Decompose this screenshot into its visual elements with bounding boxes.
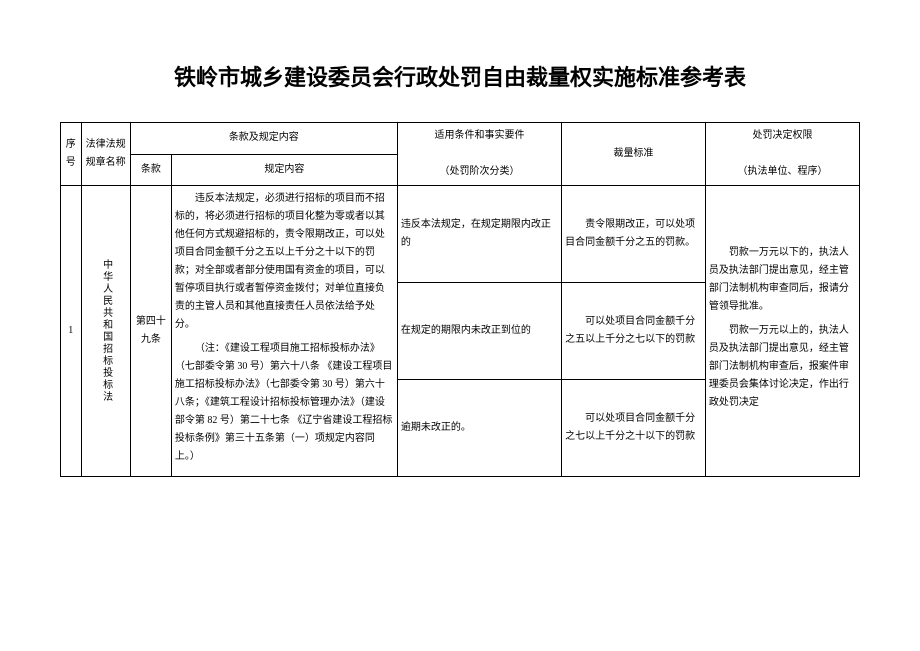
standards-table: 序号 法律法规规章名称 条款及规定内容 适用条件和事实要件 （处罚阶次分类） 裁…	[60, 122, 860, 477]
th-law: 法律法规规章名称	[81, 123, 130, 186]
authority-p2: 罚款一万元以上的，执法人员及执法部门提出意见，经主管部门法制机构审查后，报案件审…	[709, 322, 856, 412]
cell-cond-1: 违反本法规定，在规定期限内改正的	[397, 186, 561, 283]
th-clause: 条款	[130, 154, 171, 186]
table-row: 1 中华人民共和国招标投标法 第四十九条 违反本法规定，必须进行招标的项目而不招…	[61, 186, 860, 283]
th-condition-sub: （处罚阶次分类）	[439, 166, 519, 177]
cell-std-3: 可以处项目合同金额千分之七以上千分之十以下的罚款	[562, 380, 706, 477]
page-title: 铁岭市城乡建设委员会行政处罚自由裁量权实施标准参考表	[60, 60, 860, 92]
cell-clause: 第四十九条	[130, 186, 171, 477]
authority-p1: 罚款一万元以下的，执法人员及执法部门提出意见，经主管部门法制机构审查同后，报请分…	[709, 244, 856, 316]
cell-cond-3: 逾期未改正的。	[397, 380, 561, 477]
cell-std-2: 可以处项目合同金额千分之五以上千分之七以下的罚款	[562, 283, 706, 380]
std3-text: 可以处项目合同金额千分之七以上千分之十以下的罚款	[565, 410, 702, 446]
th-authority-sub: （执法单位、程序）	[737, 166, 827, 177]
cell-std-1: 责令限期改正，可以处项目合同金额千分之五的罚款。	[562, 186, 706, 283]
th-authority-main: 处罚决定权限	[752, 130, 812, 141]
th-condition-main: 适用条件和事实要件	[434, 130, 524, 141]
th-authority: 处罚决定权限 （执法单位、程序）	[705, 123, 859, 186]
law-name-text: 中华人民共和国招标投标法	[97, 259, 115, 403]
cell-seq: 1	[61, 186, 82, 477]
th-clause-group: 条款及规定内容	[130, 123, 397, 155]
cell-cond-2: 在规定的期限内未改正到位的	[397, 283, 561, 380]
std2-text: 可以处项目合同金额千分之五以上千分之七以下的罚款	[565, 313, 702, 349]
cell-authority: 罚款一万元以下的，执法人员及执法部门提出意见，经主管部门法制机构审查同后，报请分…	[705, 186, 859, 477]
cell-content: 违反本法规定，必须进行招标的项目而不招标的，将必须进行招标的项目化整为零或者以其…	[171, 186, 397, 477]
th-content: 规定内容	[171, 154, 397, 186]
content-p1: 违反本法规定，必须进行招标的项目而不招标的，将必须进行招标的项目化整为零或者以其…	[175, 190, 394, 334]
content-p2: （注：《建设工程项目施工招标投标办法》（七部委令第 30 号）第六十八条 《建设…	[175, 340, 394, 466]
th-standard: 裁量标准	[562, 123, 706, 186]
th-condition: 适用条件和事实要件 （处罚阶次分类）	[397, 123, 561, 186]
th-seq: 序号	[61, 123, 82, 186]
std1-text: 责令限期改正，可以处项目合同金额千分之五的罚款。	[565, 216, 702, 252]
cell-law: 中华人民共和国招标投标法	[81, 186, 130, 477]
